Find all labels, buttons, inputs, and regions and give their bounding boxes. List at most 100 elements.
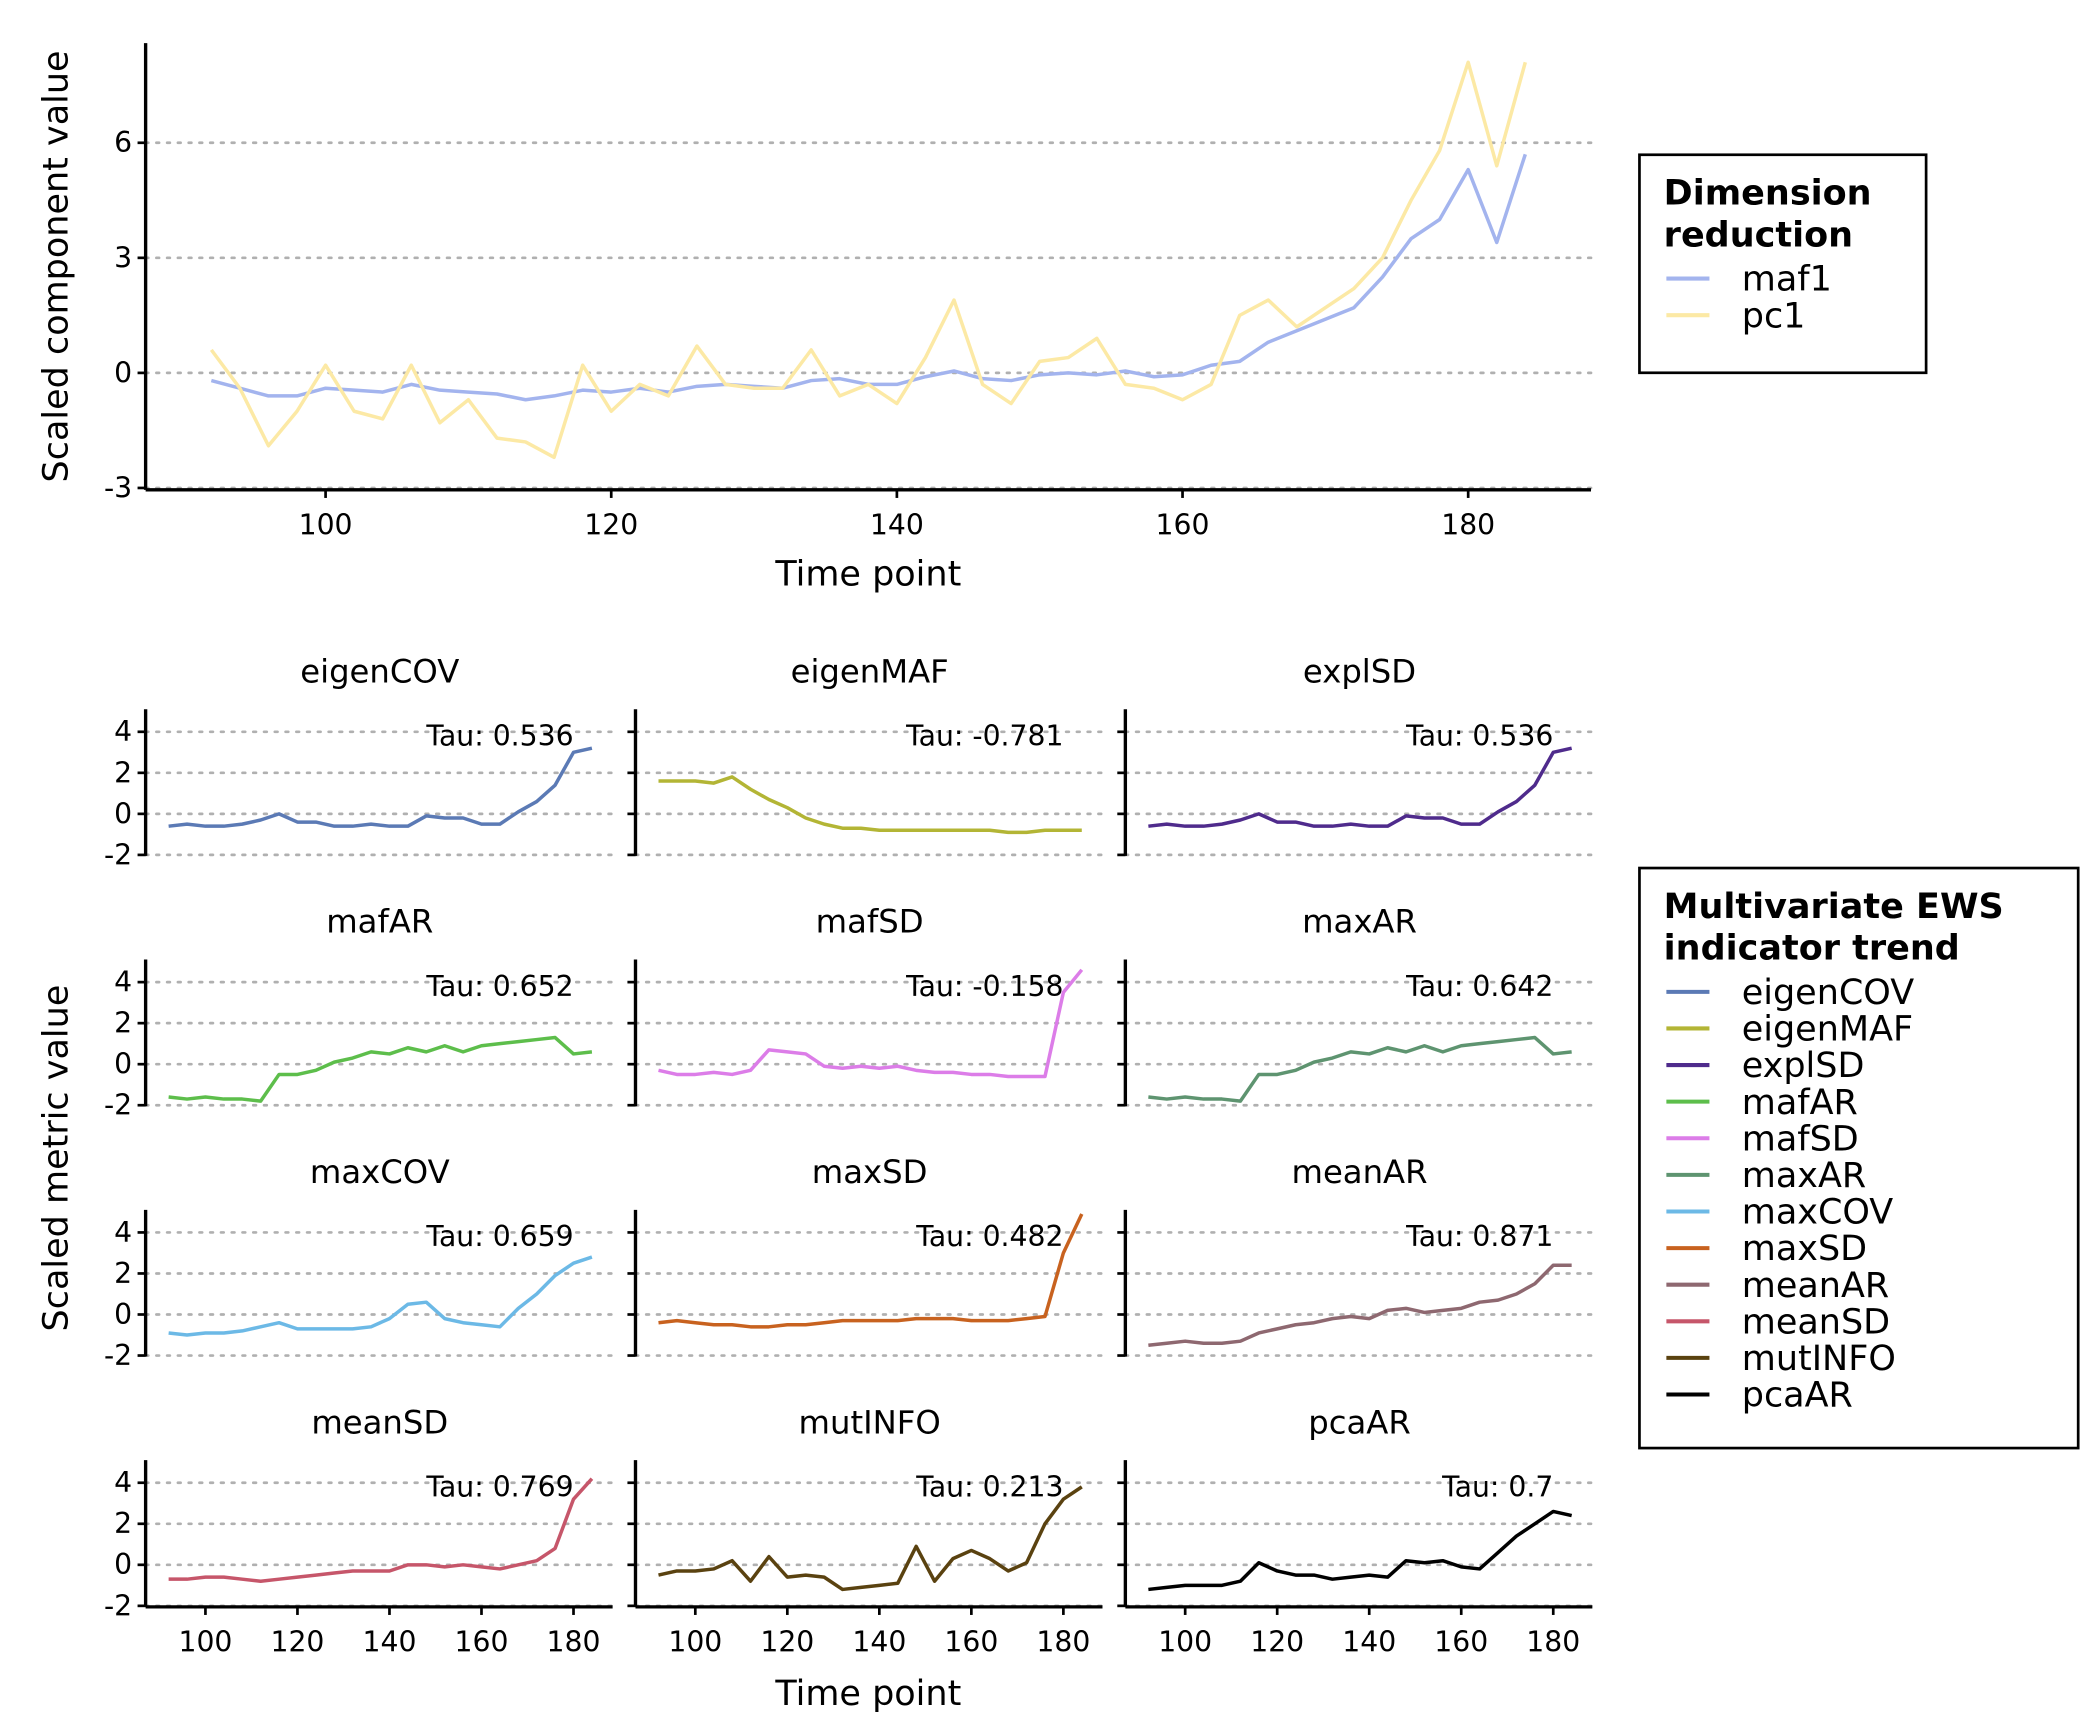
facet-title: meanSD: [311, 1403, 448, 1441]
legend-label: mafSD: [1742, 1119, 1859, 1159]
legend-label: pc1: [1742, 296, 1806, 336]
y-tick-label: -2: [104, 1339, 132, 1372]
legend-label: meanSD: [1742, 1302, 1890, 1342]
annotation: Tau: 0.871: [1405, 1220, 1553, 1253]
x-tick-label: 140: [1342, 1625, 1396, 1658]
y-tick-label: 3: [114, 241, 132, 274]
line-series: [658, 968, 1084, 1079]
y-axis-title: Scaled metric value: [37, 985, 77, 1332]
line-series: [209, 60, 1527, 460]
legend-label: eigenMAF: [1742, 1010, 1913, 1050]
legend-box: [1638, 866, 2080, 1450]
line-series: [1148, 1035, 1572, 1103]
x-tick-label: 180: [1526, 1625, 1580, 1658]
facet-title: meanAR: [1292, 1153, 1428, 1191]
annotation: Tau: 0.652: [425, 970, 573, 1003]
x-tick-label: 140: [852, 1625, 906, 1658]
y-tick-label: 4: [114, 1466, 132, 1499]
x-tick-label: 120: [270, 1625, 324, 1658]
annotation: Tau: 0.659: [425, 1220, 573, 1253]
y-tick-label: 0: [114, 1298, 132, 1331]
y-tick-label: 4: [114, 715, 132, 748]
line-series: [1148, 746, 1573, 828]
y-tick-label: 2: [114, 1257, 132, 1290]
legend-label: explSD: [1742, 1046, 1865, 1086]
y-tick-label: 0: [114, 1548, 132, 1581]
line-series: [1148, 1263, 1572, 1348]
x-tick-label: 160: [944, 1625, 998, 1658]
legend-label: meanAR: [1742, 1266, 1889, 1306]
y-tick-label: -2: [104, 1589, 132, 1622]
facet-title: eigenCOV: [300, 652, 459, 690]
x-tick-label: 140: [870, 508, 924, 541]
x-tick-label: 100: [668, 1625, 722, 1658]
facet-title: pcaAR: [1308, 1403, 1411, 1441]
facet-title: eigenMAF: [791, 652, 949, 690]
legend-label: mutINFO: [1742, 1339, 1896, 1379]
legend-box: [1638, 153, 1928, 375]
x-axis-title: Time point: [774, 1674, 961, 1714]
annotation: Tau: 0.769: [425, 1471, 573, 1504]
x-tick-label: 180: [547, 1625, 601, 1658]
line-series: [168, 746, 593, 828]
x-tick-label: 140: [363, 1625, 417, 1658]
line-series: [210, 153, 1527, 402]
x-tick-label: 180: [1036, 1625, 1090, 1658]
annotation: Tau: 0.482: [915, 1220, 1063, 1253]
annotation: Tau: 0.536: [1405, 720, 1553, 753]
legend-label: maxSD: [1742, 1229, 1867, 1269]
annotation: Tau: -0.158: [905, 970, 1063, 1003]
x-tick-label: 160: [1156, 508, 1210, 541]
line-series: [168, 1035, 593, 1103]
x-tick-label: 180: [1441, 508, 1495, 541]
y-tick-label: 2: [114, 1507, 132, 1540]
x-axis-title: Time point: [774, 554, 961, 594]
legend-label: eigenCOV: [1742, 973, 1914, 1013]
legend-label: pcaAR: [1742, 1376, 1853, 1416]
annotation: Tau: 0.213: [915, 1471, 1063, 1504]
facet-title: maxAR: [1302, 903, 1417, 941]
x-tick-label: 100: [299, 508, 353, 541]
line-series: [168, 1255, 593, 1337]
legend-label: maf1: [1742, 260, 1832, 300]
line-series: [658, 775, 1082, 835]
legend-title-box: Multivariate EWS indicator trend: [1663, 886, 2004, 969]
line-series: [658, 1485, 1083, 1592]
x-tick-label: 100: [1158, 1625, 1212, 1658]
y-tick-label: -2: [104, 1089, 132, 1122]
legend-title: Dimension reduction: [1663, 173, 1872, 256]
x-tick-label: 160: [1434, 1625, 1488, 1658]
x-tick-label: 120: [760, 1625, 814, 1658]
y-tick-label: -2: [104, 838, 132, 871]
facet-title: explSD: [1303, 652, 1416, 690]
y-tick-label: 4: [114, 966, 132, 999]
annotation: Tau: 0.536: [425, 720, 573, 753]
line-series: [1148, 1509, 1573, 1592]
facet-title: maxCOV: [310, 1153, 450, 1191]
annotation: Tau: -0.781: [905, 720, 1063, 753]
facet-title: mafAR: [326, 903, 433, 941]
facet-title: mafSD: [816, 903, 924, 941]
x-tick-label: 120: [1250, 1625, 1304, 1658]
line-series: [168, 1477, 594, 1583]
x-tick-label: 160: [455, 1625, 509, 1658]
line-series: [658, 1213, 1084, 1329]
legend-label: maxCOV: [1742, 1193, 1894, 1233]
annotation: Tau: 0.7: [1441, 1471, 1553, 1504]
legend-label: maxAR: [1742, 1156, 1866, 1196]
y-tick-label: 6: [114, 126, 132, 159]
legend-label: mafAR: [1742, 1083, 1858, 1123]
y-tick-label: 2: [114, 756, 132, 789]
y-tick-label: 0: [114, 1048, 132, 1081]
facet-title: mutINFO: [799, 1403, 941, 1441]
y-tick-label: 0: [114, 356, 132, 389]
annotation: Tau: 0.642: [1405, 970, 1553, 1003]
legend-title: Multivariate EWS indicator trend: [1663, 886, 2004, 969]
y-tick-label: 2: [114, 1007, 132, 1040]
x-tick-label: 120: [584, 508, 638, 541]
legend-title-box: Dimension reduction: [1663, 173, 1872, 256]
x-tick-label: 100: [178, 1625, 232, 1658]
y-tick-label: -3: [104, 471, 132, 504]
